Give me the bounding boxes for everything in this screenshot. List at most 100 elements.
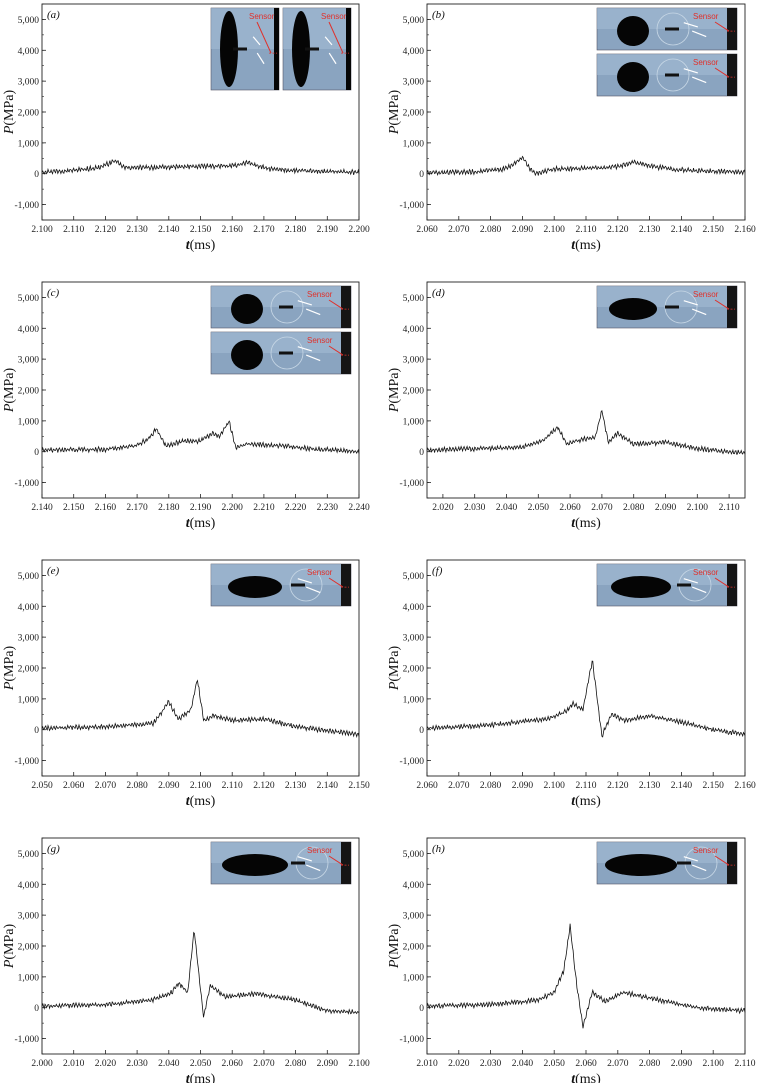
x-tick-label: 2.150 [63,503,85,513]
chart-panel: -1,000 0 1,000 2,000 3,000 4,000 5,000 2.140 2.1… [2,281,370,531]
chart-panel: -1,000 0 1,000 2,000 3,000 4,000 5,000 2.100 2.1… [2,3,370,253]
y-tick-label: 5,000 [18,294,40,304]
inset-photo: Sensor [596,563,738,607]
x-tick-label: 2.140 [317,781,339,791]
x-tick-label: 2.010 [63,1059,85,1069]
x-tick-label: 2.140 [31,503,53,513]
y-tick-label: 0 [419,726,424,736]
x-tick-label: 2.090 [158,781,180,791]
x-tick-label: 2.030 [464,503,486,513]
x-tick-label: 2.030 [480,1059,502,1069]
y-tick-label: 0 [34,1004,39,1014]
y-tick-label: 4,000 [18,325,40,335]
x-tick-label: 2.060 [416,781,438,791]
sensor-label: Sensor [321,12,347,21]
inset-photo: Sensor [282,7,352,91]
x-tick-label: 2.120 [607,781,629,791]
x-tick-label: 2.130 [639,781,661,791]
x-tick-label: 2.240 [348,503,370,513]
panel-label: (a) [47,9,60,21]
x-tick-label: 2.110 [63,225,84,235]
x-tick-label: 2.100 [687,503,709,513]
y-tick-label: 3,000 [403,356,425,366]
x-axis-title: t(ms) [186,516,216,531]
x-tick-label: 2.120 [607,225,629,235]
inset-photo: Sensor [596,53,738,97]
y-tick-label: 4,000 [403,325,425,335]
y-tick-label: -1,000 [399,479,424,489]
x-tick-label: 2.160 [95,503,117,513]
x-tick-label: 2.070 [448,225,470,235]
y-tick-label: -1,000 [14,757,39,767]
y-tick-label: 3,000 [403,912,425,922]
y-tick-label: 2,000 [18,665,40,675]
y-tick-label: 4,000 [18,603,40,613]
y-tick-label: 3,000 [403,634,425,644]
x-tick-label: 2.070 [253,1059,275,1069]
x-axis-title: t(ms) [571,794,601,809]
x-tick-label: 2.000 [31,1059,53,1069]
x-tick-label: 2.230 [317,503,339,513]
y-axis-title: P(MPa) [387,367,402,413]
x-tick-label: 2.080 [623,503,645,513]
y-tick-label: 5,000 [18,16,40,26]
inset-photo: Sensor [210,563,352,607]
inset-photo: Sensor [596,841,738,885]
x-tick-label: 2.080 [639,1059,661,1069]
x-tick-label: 2.050 [31,781,53,791]
sensor-label: Sensor [307,290,333,299]
y-tick-label: 2,000 [403,665,425,675]
inset-photo: Sensor [210,331,352,375]
y-tick-label: -1,000 [399,1035,424,1045]
y-tick-label: 1,000 [18,139,40,149]
x-tick-label: 2.090 [512,781,534,791]
x-tick-label: 2.030 [126,1059,148,1069]
y-tick-label: 4,000 [403,603,425,613]
y-axis-title: P(MPa) [387,645,402,691]
x-tick-label: 2.090 [512,225,534,235]
pressure-trace [426,923,746,1029]
y-tick-label: 2,000 [18,387,40,397]
x-tick-label: 2.200 [348,225,370,235]
chart-panel: -1,000 0 1,000 2,000 3,000 4,000 5,000 2.020 2.0… [387,281,746,531]
inset-photo: Sensor [596,7,738,51]
x-tick-label: 2.090 [655,503,677,513]
y-axis-title: P(MPa) [387,923,402,969]
inset-photo: Sensor [210,7,280,91]
y-tick-label: 4,000 [18,47,40,57]
panel-label: (h) [432,843,445,855]
x-axis-title: t(ms) [571,1072,601,1083]
pressure-trace [41,931,360,1018]
y-tick-label: 4,000 [18,881,40,891]
x-tick-label: 2.070 [95,781,117,791]
x-tick-label: 2.210 [253,503,275,513]
x-tick-label: 2.020 [95,1059,117,1069]
x-tick-label: 2.100 [31,225,53,235]
y-tick-label: 4,000 [403,47,425,57]
x-tick-label: 2.060 [575,1059,597,1069]
x-tick-label: 2.160 [222,225,244,235]
y-tick-label: 0 [419,170,424,180]
x-tick-label: 2.080 [480,225,502,235]
x-tick-label: 2.090 [671,1059,693,1069]
y-tick-label: 4,000 [403,881,425,891]
y-axis-title: P(MPa) [2,923,17,969]
x-tick-label: 2.140 [671,781,693,791]
y-tick-label: -1,000 [14,201,39,211]
x-tick-label: 2.120 [253,781,275,791]
x-tick-label: 2.050 [528,503,550,513]
x-tick-label: 2.080 [126,781,148,791]
x-tick-label: 2.170 [253,225,275,235]
x-tick-label: 2.200 [222,503,244,513]
sensor-label: Sensor [693,846,719,855]
sensor-label: Sensor [693,12,719,21]
y-tick-label: 5,000 [403,294,425,304]
chart-panel: -1,000 0 1,000 2,000 3,000 4,000 5,000 2.010 2.0… [387,837,756,1083]
y-axis-title: P(MPa) [2,89,17,135]
x-tick-label: 2.130 [285,781,307,791]
x-tick-label: 2.050 [190,1059,212,1069]
x-axis-title: t(ms) [186,1072,216,1083]
x-tick-label: 2.060 [222,1059,244,1069]
pressure-trace [426,660,746,738]
x-tick-label: 2.090 [317,1059,339,1069]
